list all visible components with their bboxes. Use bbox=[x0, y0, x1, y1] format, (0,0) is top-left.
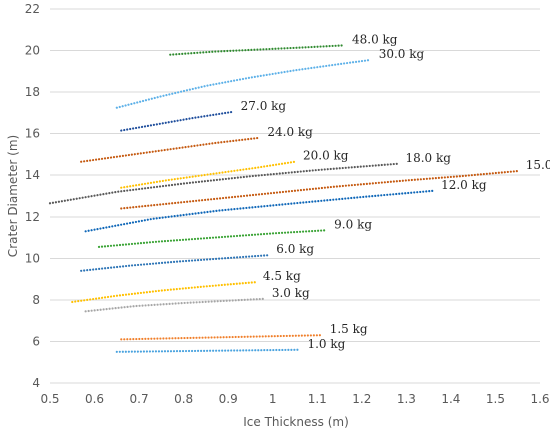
series-label-layer: 1.0 kg1.5 kg 3.0 kg 4.5 kg 6.0 kg 9.0 kg 12.0… bbox=[241, 32, 550, 350]
series-line bbox=[120, 110, 234, 132]
series-label: 4.5 kg bbox=[263, 269, 301, 283]
y-tick-label: 12 bbox=[25, 210, 40, 224]
series-label: 9.0 kg bbox=[334, 217, 372, 231]
series-line bbox=[97, 229, 328, 249]
series-label: 48.0 kg bbox=[352, 32, 398, 46]
series-label: 6.0 kg bbox=[276, 242, 314, 256]
series-line bbox=[120, 160, 297, 189]
x-tick-label: 1.4 bbox=[441, 392, 460, 406]
series-line bbox=[120, 169, 519, 210]
x-tick-label: 1 bbox=[269, 392, 277, 406]
series-label: 3.0 kg bbox=[272, 286, 310, 300]
x-axis-title: Ice Thickness (m) bbox=[243, 415, 349, 429]
series-label: 1.0 kg bbox=[307, 337, 345, 351]
y-tick-label: 22 bbox=[25, 2, 40, 16]
series-line bbox=[80, 136, 261, 163]
grid-layer bbox=[50, 8, 540, 384]
x-tick-label: 1.5 bbox=[486, 392, 505, 406]
x-tick-label: 1.2 bbox=[352, 392, 371, 406]
y-axis-title: Crater Diameter (m) bbox=[6, 135, 20, 257]
series-label: 30.0 kg bbox=[379, 47, 425, 61]
x-tick-label: 0.5 bbox=[40, 392, 59, 406]
x-tick-label: 0.9 bbox=[219, 392, 238, 406]
y-tick-label: 10 bbox=[25, 251, 40, 265]
series-label: 12.0 kg bbox=[441, 178, 487, 192]
series-line bbox=[120, 334, 323, 341]
x-tick-label: 0.8 bbox=[174, 392, 193, 406]
series-label: 1.5 kg bbox=[330, 322, 368, 336]
series-label: 18.0 kg bbox=[405, 151, 451, 165]
series-line bbox=[169, 44, 346, 56]
series-line bbox=[115, 348, 301, 353]
x-tick-label: 1.1 bbox=[308, 392, 327, 406]
x-tick-label: 0.7 bbox=[130, 392, 149, 406]
series-label: 15.0 kg bbox=[526, 158, 550, 172]
x-tick-label: 1.3 bbox=[397, 392, 416, 406]
tick-layer: 4 6 8 10 12 14 16 18 20 22 0.5 0.6 0.7 0.8 0.9 1 1.1 1.2 1… bbox=[25, 2, 550, 406]
y-tick-label: 20 bbox=[25, 44, 40, 58]
y-tick-label: 18 bbox=[25, 85, 40, 99]
y-tick-label: 14 bbox=[25, 168, 40, 182]
series-line bbox=[71, 281, 257, 304]
series-label: 20.0 kg bbox=[303, 149, 349, 163]
y-tick-label: 6 bbox=[32, 334, 40, 348]
series-line bbox=[48, 162, 399, 205]
series-line bbox=[84, 189, 435, 233]
series-line bbox=[80, 254, 270, 272]
series-label: 27.0 kg bbox=[241, 99, 287, 113]
series-line bbox=[84, 297, 265, 313]
series-layer bbox=[48, 44, 519, 353]
y-tick-label: 8 bbox=[32, 293, 40, 307]
x-tick-label: 1.6 bbox=[530, 392, 549, 406]
y-tick-label: 16 bbox=[25, 127, 40, 141]
series-line bbox=[115, 58, 372, 109]
x-tick-label: 0.6 bbox=[85, 392, 104, 406]
series-label: 24.0 kg bbox=[267, 125, 313, 139]
y-tick-label: 4 bbox=[32, 376, 40, 390]
